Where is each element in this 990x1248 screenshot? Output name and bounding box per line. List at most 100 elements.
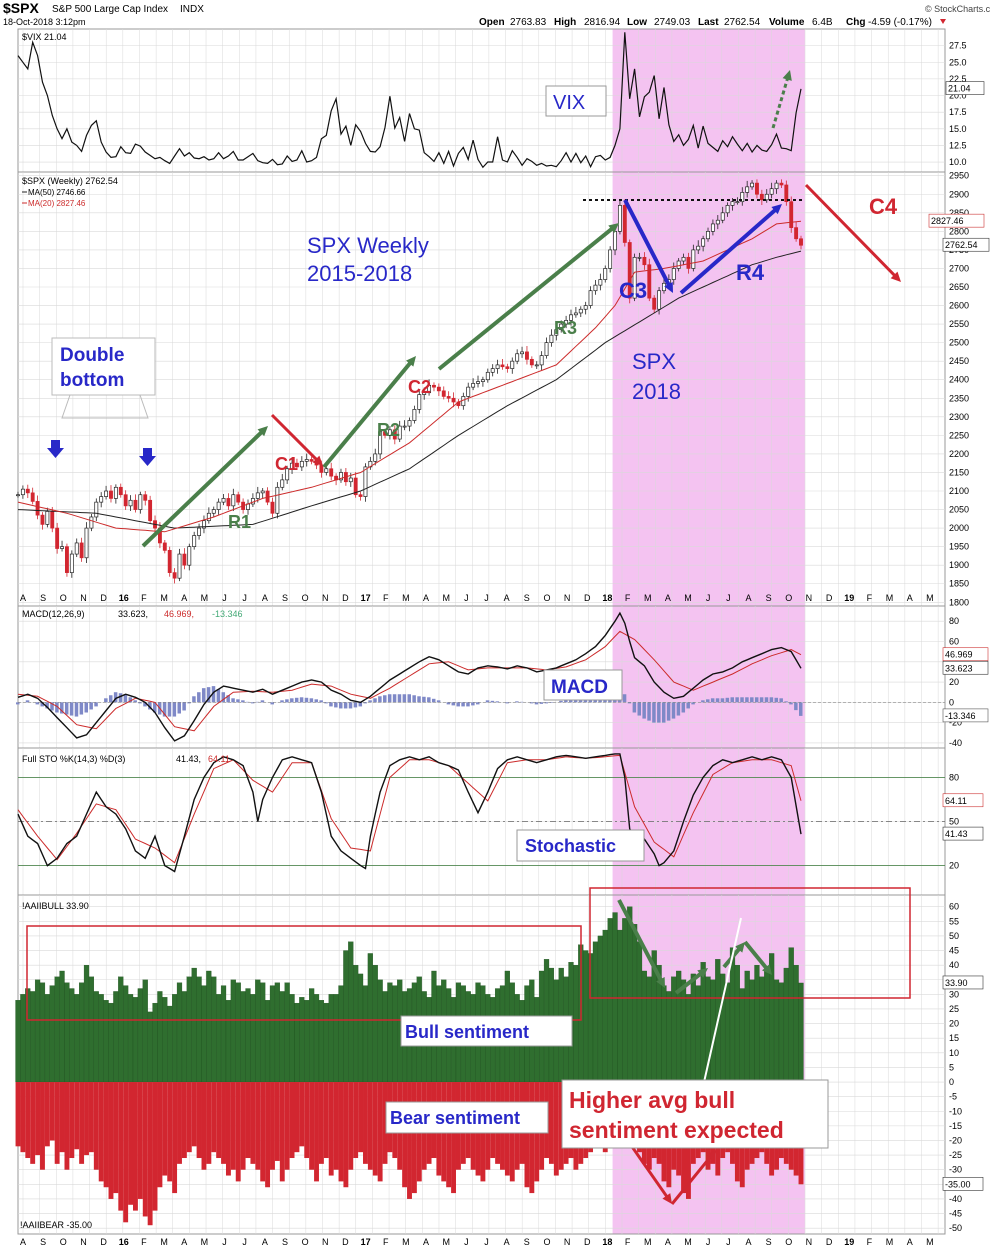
bull-sentiment-bar: [25, 988, 31, 1083]
x-tick-label: 17: [361, 1237, 371, 1247]
macd-histogram-bar: [715, 698, 720, 703]
wave-label: R1: [228, 512, 251, 532]
spx-candle: [412, 405, 417, 424]
spx-ma50-line: [17, 250, 802, 529]
macd-tag: 33.623: [945, 663, 973, 673]
spx-candle: [745, 180, 750, 198]
bear-sentiment-bar: [363, 1082, 368, 1164]
spx-candle: [593, 279, 598, 295]
spx-candle: [113, 484, 118, 504]
macd-histogram-bar: [534, 702, 539, 705]
macd-histogram-bar: [211, 686, 216, 703]
spx-candle-body: [769, 188, 774, 195]
spx-candle: [123, 490, 128, 510]
macd-histogram-bar: [657, 702, 661, 723]
expectation-pointer-line: [699, 917, 742, 1101]
bear-sentiment-bar: [348, 1082, 354, 1170]
c4-arrow-shaft: [804, 183, 898, 279]
spx-candle: [500, 358, 505, 370]
spx-candle-body: [745, 186, 750, 193]
macd-histogram-bar: [197, 692, 201, 703]
bear-sentiment-bar: [181, 1082, 187, 1159]
spx-candle: [30, 487, 35, 505]
x-tick-label: S: [40, 1237, 46, 1247]
bear-sentiment-bar: [289, 1082, 295, 1159]
bull-sentiment-bar: [264, 1000, 271, 1083]
macd-histogram-bar: [79, 702, 84, 715]
macd-histogram-bar: [485, 700, 490, 703]
spx-candle: [94, 498, 99, 522]
bear-sentiment-bar: [88, 1082, 94, 1153]
x-tick-label: F: [383, 1237, 389, 1247]
spx-candle-body: [759, 193, 764, 201]
spx-candle-body: [657, 290, 662, 310]
spx-candle: [554, 326, 559, 341]
bull-sentiment-bar: [602, 929, 608, 1083]
bull-sentiment-bar: [592, 941, 599, 1083]
bull-sentiment-bar: [157, 991, 163, 1083]
spx-candle: [109, 485, 113, 503]
spx-candle-body: [539, 355, 544, 366]
bull-sentiment-bar: [372, 964, 378, 1083]
aaii-bull-title: !AAIIBULL 33.90: [22, 901, 89, 911]
bull-sentiment-bar: [387, 982, 393, 1083]
bear-sentiment-bar: [59, 1082, 65, 1153]
macd-histogram-bar: [407, 694, 411, 703]
macd-histogram-bar: [138, 702, 142, 704]
bull-sentiment-bar: [137, 988, 143, 1083]
bull-sentiment-bar: [220, 985, 227, 1083]
spx-candle: [417, 390, 422, 414]
spx-candle-body: [569, 314, 573, 321]
x-tick-label: N: [322, 1237, 329, 1247]
spx-candle-body: [799, 238, 803, 246]
spx-candle: [202, 515, 206, 534]
macd-histogram-bar: [118, 693, 123, 703]
bear-sentiment-bar: [265, 1082, 271, 1188]
callout-pointer: [61, 394, 149, 419]
bull-sentiment-bar: [49, 985, 55, 1083]
bull-sentiment-bar: [382, 991, 388, 1083]
spx-candle-body: [50, 511, 55, 529]
y-tick-label: -25: [949, 1150, 962, 1160]
macd-histogram-bar: [35, 702, 40, 705]
spx-candle-body: [427, 384, 432, 394]
spx-2018-label: SPX: [632, 349, 676, 374]
spx-candle: [118, 483, 123, 498]
x-tick-label: D: [584, 1237, 591, 1247]
spx-candle-body: [94, 501, 99, 518]
x-tick-label: S: [40, 593, 46, 603]
spx-candle: [299, 456, 304, 471]
spx-candle-body: [471, 383, 476, 388]
spx-candle: [764, 189, 769, 203]
spx-candle: [505, 363, 510, 373]
macd-histogram-bar: [113, 692, 118, 703]
macd-annotation-label: MACD: [551, 677, 608, 698]
spx-candle-body: [216, 501, 221, 510]
x-tick-label: F: [141, 593, 147, 603]
x-tick-label: D: [826, 1237, 833, 1247]
x-tick-label: J: [726, 593, 731, 603]
bear-sentiment-bar: [230, 1082, 236, 1170]
spx-candle-body: [236, 494, 241, 503]
down-arrow-icon: [47, 440, 64, 458]
macd-histogram-bar: [750, 697, 754, 703]
spx-candle-body: [730, 201, 735, 206]
spx-candle-body: [60, 546, 64, 549]
vix-title: $VIX 21.04: [22, 32, 67, 42]
spx-candle-body: [113, 486, 118, 499]
spx-candle: [495, 359, 500, 374]
bear-sentiment-bar: [84, 1082, 89, 1156]
bear-down-arrow-head: [662, 1193, 672, 1204]
bull-sentiment-bar: [176, 982, 183, 1083]
vix-annotation-label: VIX: [553, 92, 585, 114]
macd-histogram-bar: [446, 702, 451, 705]
bear-sentiment-bar: [142, 1082, 148, 1217]
bull-sentiment-bar: [152, 1002, 158, 1083]
bear-sentiment-bar: [299, 1082, 305, 1147]
spx-candle-body: [275, 486, 280, 514]
bull-sentiment-bar: [191, 967, 197, 1083]
macd-histogram-bar: [471, 702, 475, 706]
c4-arrow-head: [890, 271, 901, 282]
spx-candle-body: [304, 459, 309, 462]
bear-sentiment-bar: [524, 1082, 530, 1188]
